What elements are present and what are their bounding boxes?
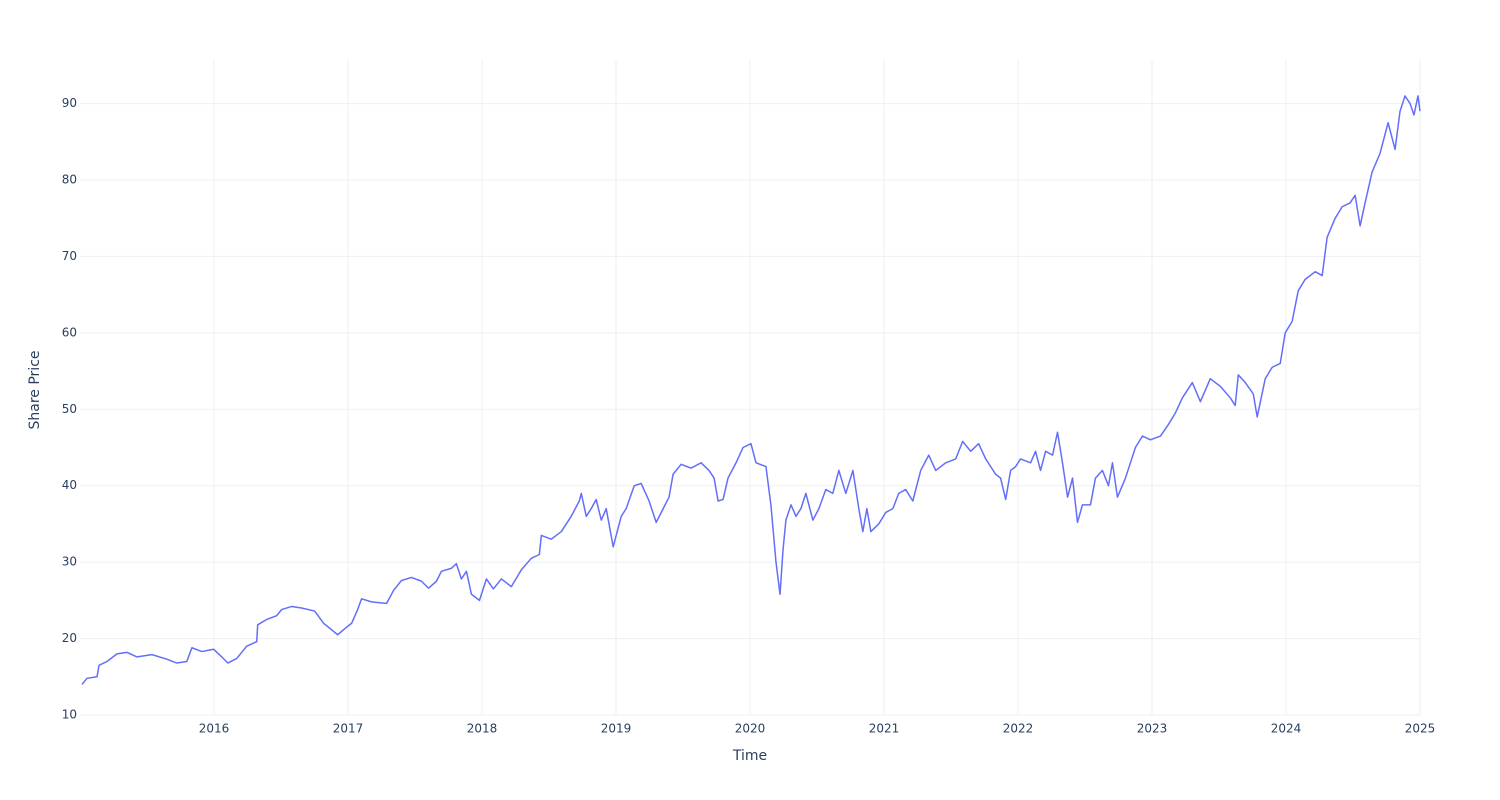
y-axis-title: Share Price bbox=[27, 350, 43, 429]
y-tick-label: 90 bbox=[62, 96, 77, 110]
y-tick-label: 40 bbox=[62, 478, 77, 492]
x-tick-label: 2017 bbox=[333, 722, 364, 736]
y-tick-label: 60 bbox=[62, 325, 77, 339]
plot-area bbox=[81, 95, 1421, 685]
y-tick-label: 70 bbox=[62, 249, 77, 263]
x-tick-label: 2021 bbox=[869, 722, 900, 736]
y-tick-label: 20 bbox=[62, 631, 77, 645]
y-tick-label: 80 bbox=[62, 172, 77, 186]
x-tick-label: 2024 bbox=[1271, 722, 1302, 736]
x-tick-label: 2018 bbox=[467, 722, 498, 736]
y-tick-label: 30 bbox=[62, 555, 77, 569]
x-tick-label: 2019 bbox=[601, 722, 632, 736]
x-tick-label: 2023 bbox=[1137, 722, 1168, 736]
x-tick-label: 2016 bbox=[199, 722, 230, 736]
grid: 10 20 30 40 50 60 70 80 90 2016 2017 2018 2019 2020 20… bbox=[62, 60, 1436, 736]
x-tick-label: 2025 bbox=[1405, 722, 1436, 736]
y-tick-label: 10 bbox=[62, 708, 77, 722]
x-tick-label: 2020 bbox=[735, 722, 766, 736]
price-line bbox=[81, 95, 1421, 685]
x-axis-title: Time bbox=[732, 748, 767, 764]
x-tick-label: 2022 bbox=[1003, 722, 1034, 736]
y-tick-label: 50 bbox=[62, 402, 77, 416]
